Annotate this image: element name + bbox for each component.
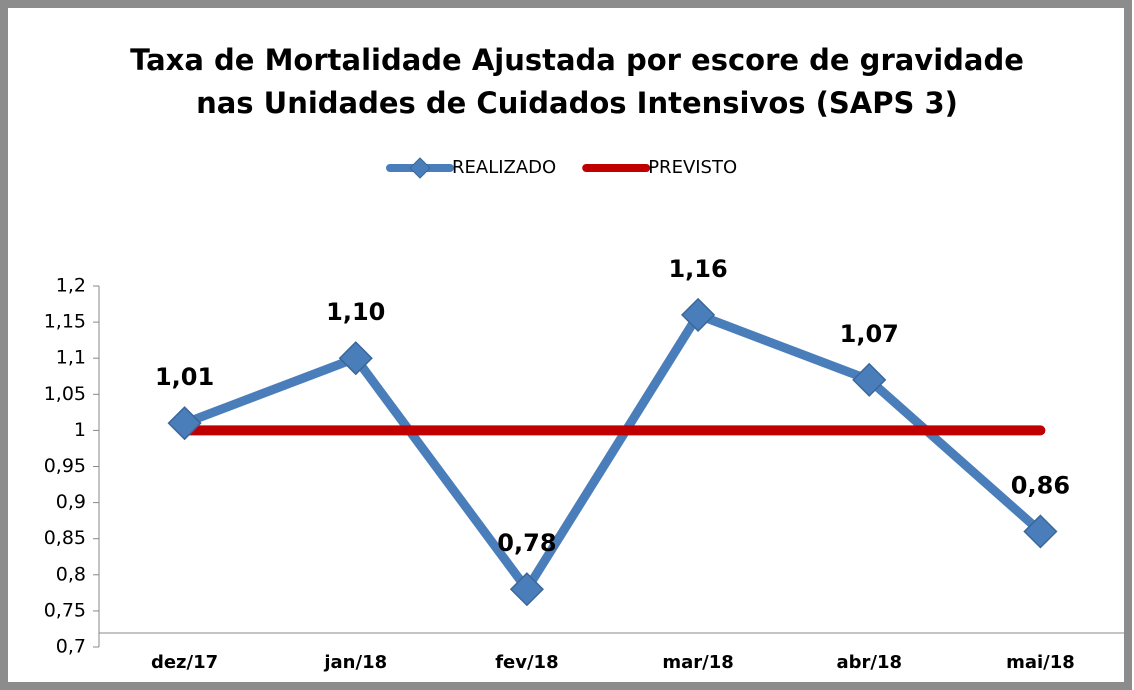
data-label: 0,86: [1011, 471, 1070, 499]
x-tick-label: dez/17: [151, 652, 218, 673]
y-tick-label: 0,9: [56, 491, 86, 513]
chart-title: Taxa de Mortalidade Ajustada por escore …: [130, 43, 1024, 77]
y-tick-label: 0,85: [44, 527, 86, 549]
data-label: 1,10: [326, 298, 385, 326]
marker: [852, 362, 887, 397]
data-label: 1,16: [668, 255, 727, 283]
y-tick-label: 1,15: [44, 311, 86, 333]
legend-label: REALIZADO: [452, 157, 556, 178]
x-tick-label: mar/18: [662, 652, 733, 673]
marker: [338, 341, 373, 376]
legend-marker: [409, 157, 431, 179]
y-tick-label: 1,2: [56, 275, 86, 297]
legend-label: PREVISTO: [648, 157, 737, 178]
y-tick-label: 1,05: [44, 383, 86, 405]
data-label: 1,01: [155, 363, 214, 391]
y-tick-label: 0,8: [56, 563, 86, 585]
x-tick-label: abr/18: [836, 652, 902, 673]
marker: [167, 406, 202, 441]
y-tick-label: 0,75: [44, 599, 86, 621]
chart-title: nas Unidades de Cuidados Intensivos (SAP…: [196, 86, 958, 120]
series-line: [180, 310, 1045, 594]
marker: [509, 572, 544, 607]
y-tick-label: 0,95: [44, 455, 86, 477]
y-tick-label: 1: [74, 419, 86, 441]
x-tick-label: jan/18: [323, 652, 387, 673]
y-tick-label: 1,1: [56, 347, 86, 369]
marker: [681, 297, 716, 332]
y-tick-label: 0,7: [56, 636, 86, 658]
data-label: 1,07: [840, 320, 899, 348]
data-label: 0,78: [497, 529, 556, 557]
x-tick-label: fev/18: [495, 652, 558, 673]
marker: [1023, 514, 1058, 549]
x-tick-label: mai/18: [1006, 652, 1075, 673]
